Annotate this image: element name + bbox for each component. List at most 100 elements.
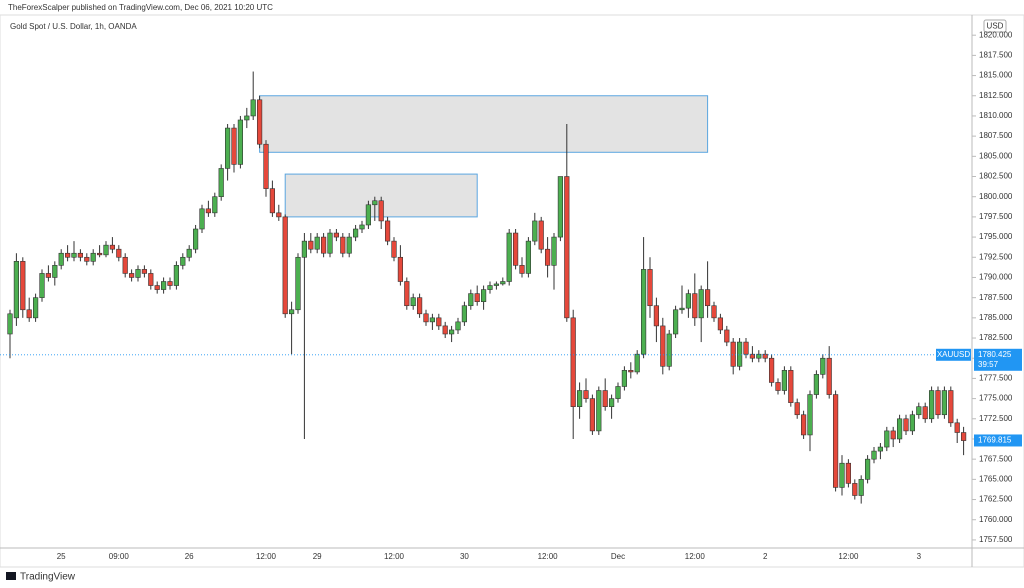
candle-body <box>404 281 410 307</box>
countdown: 39:57 <box>978 360 999 369</box>
candle-body <box>397 256 404 282</box>
candle-body <box>711 305 717 319</box>
candle-body <box>557 176 563 238</box>
y-tick-label: 1765.000 <box>979 474 1013 483</box>
y-tick-label: 1757.500 <box>979 535 1013 544</box>
candle-body <box>474 293 480 302</box>
candle-body <box>161 281 167 290</box>
x-tick-label: 26 <box>185 552 194 561</box>
y-tick-label: 1792.500 <box>979 252 1013 261</box>
candle-body <box>39 273 45 298</box>
y-tick-label: 1815.000 <box>979 71 1013 80</box>
y-tick-label: 1785.000 <box>979 313 1013 322</box>
candle-body <box>525 240 531 274</box>
candle-body <box>871 450 877 460</box>
candle-body <box>90 252 96 262</box>
candle-body <box>250 99 256 117</box>
candle-body <box>941 390 947 416</box>
candle-body <box>832 394 839 488</box>
candle-body <box>666 333 672 367</box>
y-tick-label: 1810.000 <box>979 111 1013 120</box>
candle-body <box>314 236 320 250</box>
candle-body <box>672 309 679 335</box>
y-tick-label: 1797.500 <box>979 212 1013 221</box>
candle-body <box>333 232 340 238</box>
candle-body <box>647 269 653 307</box>
candle-body <box>762 353 768 359</box>
candle-body <box>864 458 871 480</box>
footer: TradingView <box>20 572 76 583</box>
candle-body <box>500 281 506 285</box>
candle-body <box>276 212 282 218</box>
candle-body <box>320 236 327 254</box>
y-tick-label: 1777.500 <box>979 374 1013 383</box>
candle-body <box>263 143 269 189</box>
candle-body <box>359 224 365 230</box>
candle-body <box>852 483 858 496</box>
candle-body <box>781 370 787 391</box>
candle-body <box>717 317 723 331</box>
candle-body <box>512 232 519 266</box>
candle-body <box>775 382 781 391</box>
candle-body <box>570 317 576 407</box>
x-tick-label: 29 <box>313 552 322 561</box>
candle-body <box>788 370 794 403</box>
y-tick-label: 1795.000 <box>979 232 1013 241</box>
candle-body <box>301 240 308 258</box>
candle-body <box>154 285 160 290</box>
candle-body <box>167 281 173 286</box>
candle-body <box>193 228 199 250</box>
candle-body <box>45 273 51 278</box>
candle-body <box>532 220 538 242</box>
currency-box <box>983 19 1007 33</box>
candle-body <box>621 370 627 387</box>
candle-body <box>26 309 32 319</box>
candle-body <box>308 240 314 250</box>
x-tick-label: 12:00 <box>256 552 277 561</box>
candle-body <box>839 462 845 488</box>
candle-body <box>218 168 224 198</box>
candle-body <box>282 216 288 315</box>
y-tick-label: 1775.000 <box>979 394 1013 403</box>
tv-logo <box>6 572 16 580</box>
candle-body <box>730 341 736 367</box>
candle-body <box>180 256 186 266</box>
candle-body <box>135 269 141 278</box>
candle-body <box>583 390 589 399</box>
candle-body <box>820 357 826 375</box>
candle-body <box>890 430 896 440</box>
candle-body <box>461 305 468 323</box>
candle-body <box>493 283 500 286</box>
y-tick-label: 1817.500 <box>979 50 1013 59</box>
candle-body <box>628 370 634 373</box>
candle-body <box>596 390 602 432</box>
candle-body <box>148 273 154 286</box>
candle-body <box>295 256 301 311</box>
candle-body <box>378 200 384 222</box>
candle-body <box>352 228 359 238</box>
x-tick-label: 09:00 <box>109 552 130 561</box>
candle-body <box>244 115 250 121</box>
candle-body <box>858 479 864 496</box>
candle-body <box>960 432 967 441</box>
candle-body <box>544 248 551 266</box>
candle-body <box>129 273 135 278</box>
symbol-label: XAUUSD <box>937 350 971 359</box>
candle-body <box>256 99 263 145</box>
candle-body <box>634 353 640 373</box>
candle-body <box>935 390 941 416</box>
candle-body <box>327 232 333 254</box>
frame <box>0 14 1024 568</box>
y-tick-label: 1807.500 <box>979 131 1013 140</box>
candle-body <box>225 127 231 169</box>
candle-body <box>884 430 890 448</box>
candle-body <box>948 390 954 424</box>
candle-body <box>519 265 525 274</box>
y-tick-label: 1790.000 <box>979 273 1013 282</box>
candle-body <box>480 289 487 302</box>
candle-body <box>813 374 819 395</box>
price-label: 1780.425 <box>978 350 1012 359</box>
x-tick-label: 12:00 <box>838 552 859 561</box>
